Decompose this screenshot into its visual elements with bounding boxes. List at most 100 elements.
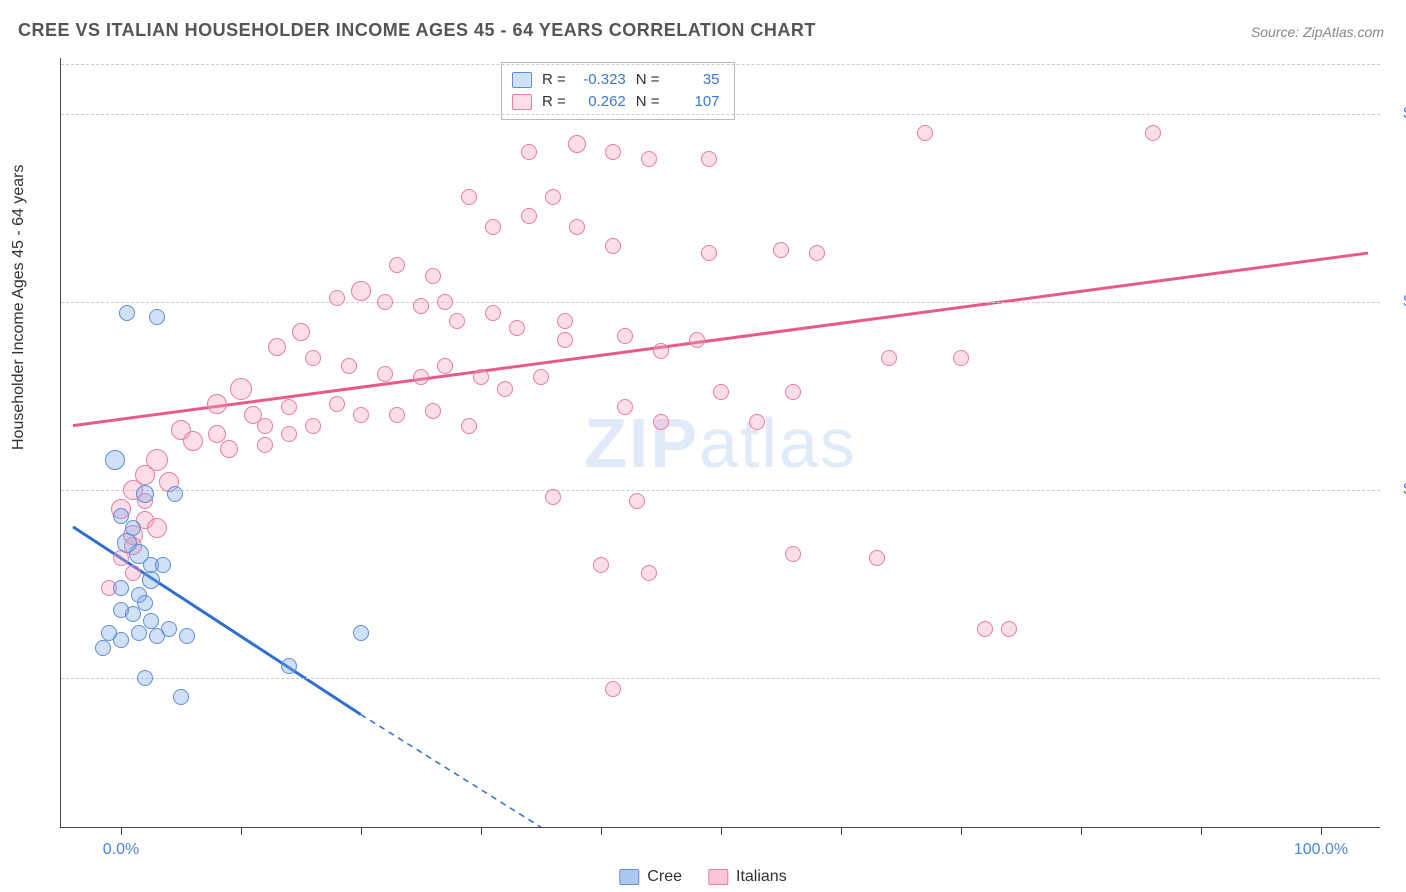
data-point-italians xyxy=(557,332,573,348)
x-tick xyxy=(1081,827,1082,835)
data-point-italians xyxy=(389,257,405,273)
y-tick-label: $100,000 xyxy=(1390,481,1406,499)
stats-row-cree: R = -0.323 N = 35 xyxy=(512,69,720,91)
data-point-italians xyxy=(183,431,203,451)
data-point-italians xyxy=(545,489,561,505)
data-point-cree xyxy=(173,689,189,705)
data-point-italians xyxy=(305,350,321,366)
data-point-italians xyxy=(869,550,885,566)
data-point-italians xyxy=(125,565,141,581)
plot-area: ZIPatlas R = -0.323 N = 35 R = 0.262 N =… xyxy=(60,58,1380,828)
data-point-italians xyxy=(701,245,717,261)
data-point-italians xyxy=(425,268,441,284)
y-tick-label: $150,000 xyxy=(1390,293,1406,311)
data-point-italians xyxy=(268,338,286,356)
data-point-italians xyxy=(785,546,801,562)
data-point-cree xyxy=(136,485,154,503)
legend-swatch-italians xyxy=(708,869,728,885)
data-point-italians xyxy=(461,418,477,434)
data-point-italians xyxy=(557,313,573,329)
data-point-italians xyxy=(329,290,345,306)
data-point-italians xyxy=(629,493,645,509)
data-point-italians xyxy=(653,343,669,359)
x-tick xyxy=(721,827,722,835)
data-point-italians xyxy=(568,135,586,153)
data-point-italians xyxy=(413,298,429,314)
x-tick-label: 0.0% xyxy=(103,841,139,859)
data-point-italians xyxy=(305,418,321,434)
data-point-italians xyxy=(977,621,993,637)
data-point-italians xyxy=(377,294,393,310)
data-point-italians xyxy=(437,294,453,310)
data-point-italians xyxy=(449,313,465,329)
legend-swatch-cree xyxy=(619,869,639,885)
data-point-italians xyxy=(208,425,226,443)
data-point-cree xyxy=(155,557,171,573)
bottom-legend: Cree Italians xyxy=(619,868,786,886)
x-tick xyxy=(121,827,122,835)
data-point-italians xyxy=(593,557,609,573)
data-point-italians xyxy=(497,381,513,397)
data-point-italians xyxy=(509,320,525,336)
stat-r-italians: 0.262 xyxy=(576,91,626,113)
legend-label-italians: Italians xyxy=(736,868,787,886)
data-point-cree xyxy=(167,486,183,502)
data-point-cree xyxy=(125,606,141,622)
data-point-italians xyxy=(605,144,621,160)
y-axis-label: Householder Income Ages 45 - 64 years xyxy=(10,165,28,451)
data-point-cree xyxy=(149,628,165,644)
data-point-italians xyxy=(220,440,238,458)
data-point-italians xyxy=(773,242,789,258)
data-point-italians xyxy=(689,332,705,348)
data-point-italians xyxy=(461,189,477,205)
stats-row-italians: R = 0.262 N = 107 xyxy=(512,91,720,113)
data-point-italians xyxy=(1145,125,1161,141)
data-point-cree xyxy=(142,571,160,589)
data-point-cree xyxy=(113,580,129,596)
stat-r-label: R = xyxy=(542,91,566,113)
data-point-italians xyxy=(437,358,453,374)
data-point-cree xyxy=(149,309,165,325)
data-point-italians xyxy=(485,219,501,235)
data-point-italians xyxy=(917,125,933,141)
stats-legend-box: R = -0.323 N = 35 R = 0.262 N = 107 xyxy=(501,62,735,120)
data-point-cree xyxy=(131,625,147,641)
stat-r-cree: -0.323 xyxy=(576,69,626,91)
data-point-italians xyxy=(545,189,561,205)
data-point-italians xyxy=(485,305,501,321)
y-tick-label: $50,000 xyxy=(1390,669,1406,687)
data-point-italians xyxy=(257,418,273,434)
data-point-italians xyxy=(533,369,549,385)
data-point-italians xyxy=(605,681,621,697)
data-point-italians xyxy=(653,414,669,430)
x-tick xyxy=(361,827,362,835)
legend-item-italians: Italians xyxy=(708,868,787,886)
data-point-italians xyxy=(617,399,633,415)
data-point-italians xyxy=(617,328,633,344)
stat-n-label: N = xyxy=(636,91,660,113)
data-point-italians xyxy=(713,384,729,400)
data-point-cree xyxy=(179,628,195,644)
data-point-italians xyxy=(147,518,167,538)
data-point-italians xyxy=(953,350,969,366)
stat-n-italians: 107 xyxy=(670,91,720,113)
data-point-cree xyxy=(137,670,153,686)
data-point-italians xyxy=(351,281,371,301)
data-point-italians xyxy=(413,369,429,385)
x-tick xyxy=(1321,827,1322,835)
data-point-italians xyxy=(353,407,369,423)
data-point-italians xyxy=(292,323,310,341)
data-point-italians xyxy=(377,366,393,382)
data-point-cree xyxy=(95,640,111,656)
source-label: Source: ZipAtlas.com xyxy=(1251,24,1384,40)
data-point-italians xyxy=(641,151,657,167)
legend-label-cree: Cree xyxy=(647,868,682,886)
data-point-cree xyxy=(101,625,117,641)
stat-n-cree: 35 xyxy=(670,69,720,91)
stat-n-label: N = xyxy=(636,69,660,91)
chart-container: CREE VS ITALIAN HOUSEHOLDER INCOME AGES … xyxy=(0,0,1406,892)
data-point-italians xyxy=(1001,621,1017,637)
data-point-italians xyxy=(701,151,717,167)
data-point-italians xyxy=(473,369,489,385)
y-tick-label: $200,000 xyxy=(1390,105,1406,123)
